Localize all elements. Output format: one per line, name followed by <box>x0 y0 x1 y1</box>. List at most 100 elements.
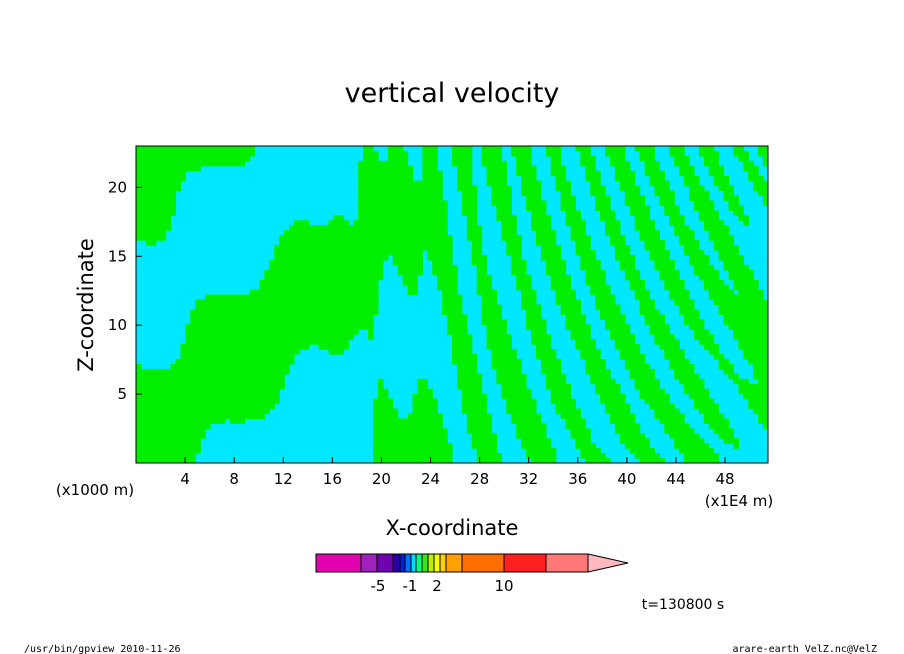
positive-velocity-cell <box>624 190 631 197</box>
positive-velocity-cell <box>145 155 152 162</box>
positive-velocity-cell <box>466 170 473 177</box>
positive-velocity-cell <box>540 254 547 261</box>
positive-velocity-cell <box>639 388 646 395</box>
positive-velocity-cell <box>432 185 438 192</box>
positive-velocity-cell <box>506 368 512 375</box>
positive-velocity-cell <box>748 354 754 360</box>
positive-velocity-cell <box>136 388 142 395</box>
positive-velocity-cell <box>531 200 537 207</box>
positive-velocity-cell <box>664 349 670 355</box>
positive-velocity-cell <box>313 225 320 231</box>
positive-velocity-cell <box>758 150 764 157</box>
positive-velocity-cell <box>387 146 394 152</box>
positive-velocity-cell <box>195 329 201 335</box>
positive-velocity-cell <box>377 403 384 410</box>
positive-velocity-cell <box>229 393 236 400</box>
positive-velocity-cell <box>496 363 502 370</box>
positive-velocity-cell <box>624 428 631 434</box>
positive-velocity-cell <box>200 304 206 311</box>
positive-velocity-cell <box>555 289 562 296</box>
positive-velocity-cell <box>377 383 384 390</box>
positive-velocity-cell <box>368 329 374 335</box>
positive-velocity-cell <box>234 368 241 375</box>
positive-velocity-cell <box>249 324 256 330</box>
positive-velocity-cell <box>580 433 586 439</box>
positive-velocity-cell <box>239 408 246 415</box>
positive-velocity-cell <box>308 264 315 271</box>
positive-velocity-cell <box>145 458 152 463</box>
positive-velocity-cell <box>442 433 448 439</box>
positive-velocity-cell <box>402 433 409 439</box>
positive-velocity-cell <box>649 373 656 380</box>
positive-velocity-cell <box>150 170 157 177</box>
positive-velocity-cell <box>506 210 512 216</box>
positive-velocity-cell <box>259 339 265 345</box>
positive-velocity-cell <box>274 344 280 350</box>
positive-velocity-cell <box>595 448 601 454</box>
positive-velocity-cell <box>763 358 768 365</box>
positive-velocity-cell <box>461 146 468 152</box>
positive-velocity-cell <box>195 363 201 370</box>
positive-velocity-cell <box>476 413 483 420</box>
positive-velocity-cell <box>205 403 211 410</box>
x-unit-right: (x1E4 m) <box>705 492 774 510</box>
positive-velocity-cell <box>713 294 720 301</box>
positive-velocity-cell <box>373 250 379 256</box>
positive-velocity-cell <box>432 165 438 172</box>
positive-velocity-cell <box>274 294 280 301</box>
positive-velocity-cell <box>190 383 196 390</box>
positive-velocity-cell <box>521 284 527 291</box>
positive-velocity-cell <box>215 294 221 301</box>
positive-velocity-cell <box>254 378 261 385</box>
positive-velocity-cell <box>743 284 749 291</box>
positive-velocity-cell <box>526 443 532 449</box>
positive-velocity-cell <box>713 160 720 167</box>
positive-velocity-cell <box>407 259 414 266</box>
positive-velocity-cell <box>447 324 453 330</box>
positive-velocity-cell <box>708 453 715 459</box>
positive-velocity-cell <box>476 264 483 271</box>
positive-velocity-cell <box>328 339 335 345</box>
positive-velocity-cell <box>689 309 695 315</box>
positive-velocity-cell <box>634 210 641 216</box>
positive-velocity-cell <box>313 294 320 301</box>
positive-velocity-cell <box>348 254 354 261</box>
positive-velocity-cell <box>461 393 468 400</box>
positive-velocity-cell <box>165 408 172 415</box>
positive-velocity-cell <box>180 423 186 429</box>
positive-velocity-cell <box>215 344 221 350</box>
positive-velocity-cell <box>713 220 720 226</box>
positive-velocity-cell <box>526 274 532 281</box>
positive-velocity-cell <box>486 170 493 177</box>
positive-velocity-cell <box>575 423 581 429</box>
positive-velocity-cell <box>155 438 162 444</box>
positive-velocity-cell <box>387 403 394 410</box>
positive-velocity-cell <box>363 165 369 172</box>
positive-velocity-cell <box>456 160 463 167</box>
positive-velocity-cell <box>338 339 344 345</box>
positive-velocity-cell <box>693 388 700 395</box>
positive-velocity-cell <box>377 250 384 256</box>
positive-velocity-cell <box>150 443 157 449</box>
positive-velocity-cell <box>748 170 754 177</box>
positive-velocity-cell <box>442 438 448 444</box>
positive-velocity-cell <box>195 378 201 385</box>
positive-velocity-cell <box>619 428 626 434</box>
positive-velocity-cell <box>758 378 764 385</box>
colorbar-segment <box>461 553 505 573</box>
positive-velocity-cell <box>387 220 394 226</box>
positive-velocity-cell <box>274 398 280 405</box>
positive-velocity-cell <box>254 413 261 420</box>
positive-velocity-cell <box>244 319 251 325</box>
positive-velocity-cell <box>239 354 246 360</box>
positive-velocity-cell <box>639 433 646 439</box>
positive-velocity-cell <box>437 413 443 420</box>
positive-velocity-cell <box>689 235 695 241</box>
positive-velocity-cell <box>140 368 147 375</box>
positive-velocity-cell <box>254 403 261 410</box>
positive-velocity-cell <box>136 185 142 192</box>
positive-velocity-cell <box>348 225 354 231</box>
positive-velocity-cell <box>387 235 394 241</box>
positive-velocity-cell <box>698 453 705 459</box>
positive-velocity-cell <box>753 279 759 286</box>
